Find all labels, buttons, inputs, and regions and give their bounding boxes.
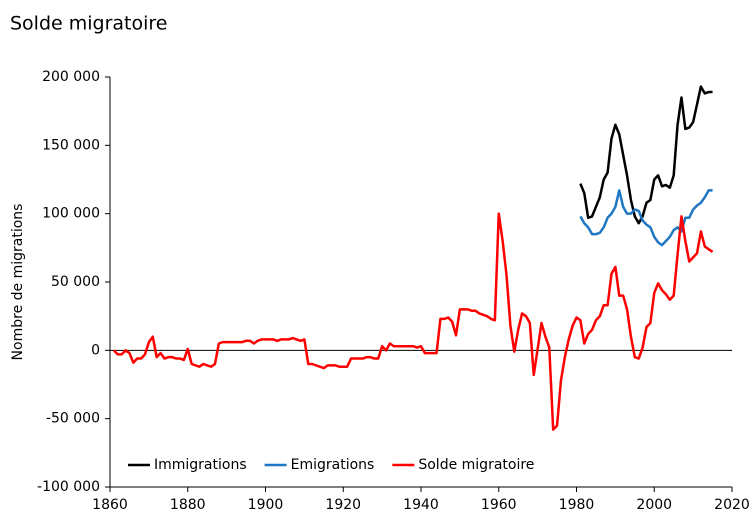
legend-label: Emigrations bbox=[291, 457, 375, 473]
series-line bbox=[112, 212, 714, 431]
x-tick-label: 2000 bbox=[636, 497, 672, 513]
y-axis-label: Nombre de migrations bbox=[10, 204, 26, 361]
y-tick-label: -50 000 bbox=[46, 411, 100, 427]
legend-label: Solde migratoire bbox=[418, 457, 534, 473]
legend-label: Immigrations bbox=[154, 457, 247, 473]
x-tick-label: 1860 bbox=[92, 497, 128, 513]
x-tick-label: 1980 bbox=[559, 497, 595, 513]
y-tick-label: 200 000 bbox=[42, 69, 100, 85]
chart-title: Solde migratoire bbox=[10, 13, 168, 35]
y-tick-label: 0 bbox=[91, 342, 100, 358]
x-tick-label: 1900 bbox=[248, 497, 284, 513]
y-tick-label: 100 000 bbox=[42, 206, 100, 222]
x-tick-label: 1940 bbox=[403, 497, 439, 513]
x-tick-label: 1960 bbox=[481, 497, 517, 513]
x-tick-label: 1920 bbox=[325, 497, 361, 513]
y-tick-label: 50 000 bbox=[51, 274, 100, 290]
series-line bbox=[579, 189, 713, 247]
y-tick-label: 150 000 bbox=[42, 137, 100, 153]
y-tick-label: -100 000 bbox=[37, 479, 100, 495]
x-tick-label: 2020 bbox=[714, 497, 750, 513]
series-line bbox=[579, 85, 713, 225]
x-tick-label: 1880 bbox=[170, 497, 206, 513]
